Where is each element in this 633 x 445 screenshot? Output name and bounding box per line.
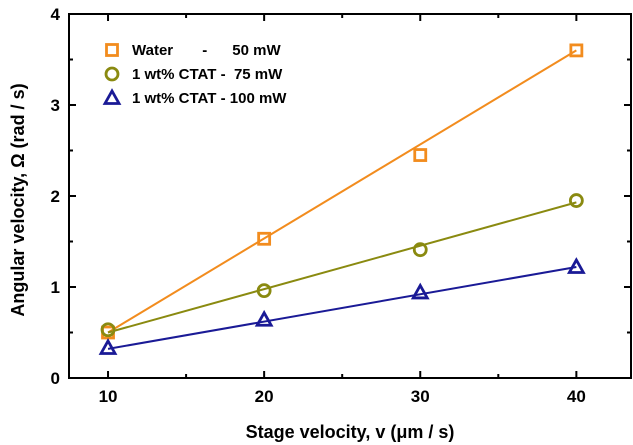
x-tick-label: 20 — [255, 387, 274, 406]
data-point-triangle — [410, 282, 430, 300]
legend-label: Water - 50 mW — [132, 42, 281, 59]
data-point-square — [257, 231, 272, 246]
data-point-square — [569, 43, 584, 58]
data-point-circle — [412, 242, 428, 258]
data-point-triangle — [98, 338, 118, 355]
legend-marker-square — [105, 43, 119, 57]
y-tick-label: 0 — [51, 369, 60, 388]
x-tick-label: 10 — [99, 387, 118, 406]
y-tick-label: 3 — [51, 96, 60, 115]
legend-marker-triangle — [102, 88, 122, 105]
ticks: 10 20 30 40 0 1 2 3 4 — [51, 5, 631, 406]
fit-line-circle — [107, 201, 577, 334]
data-point-circle — [100, 322, 116, 338]
data-point-triangle — [566, 257, 586, 274]
legend-marker-circle — [104, 66, 120, 82]
x-axis-title: Stage velocity, v (μm / s) — [246, 422, 455, 442]
data-point-square — [413, 148, 428, 162]
y-tick-label: 4 — [51, 5, 61, 24]
data-point-circle — [256, 283, 272, 299]
y-tick-label: 1 — [51, 278, 60, 297]
legend-label: 1 wt% CTAT - 75 mW — [132, 66, 283, 83]
legend-label: 1 wt% CTAT - 100 mW — [132, 90, 287, 107]
data-points — [98, 43, 586, 355]
x-tick-label: 30 — [411, 387, 430, 406]
x-tick-label: 40 — [567, 387, 586, 406]
fit-line-triangle — [107, 265, 577, 350]
data-point-triangle — [254, 309, 274, 327]
fit-lines — [107, 49, 577, 350]
fit-line-square — [107, 49, 577, 334]
legend: Water - 50 mW 1 wt% CTAT - 75 mW 1 wt% CTA… — [102, 42, 287, 107]
y-axis-title: Angular velocity, Ω (rad / s) — [8, 83, 28, 316]
data-point-circle — [568, 193, 584, 208]
y-tick-label: 2 — [51, 187, 60, 206]
